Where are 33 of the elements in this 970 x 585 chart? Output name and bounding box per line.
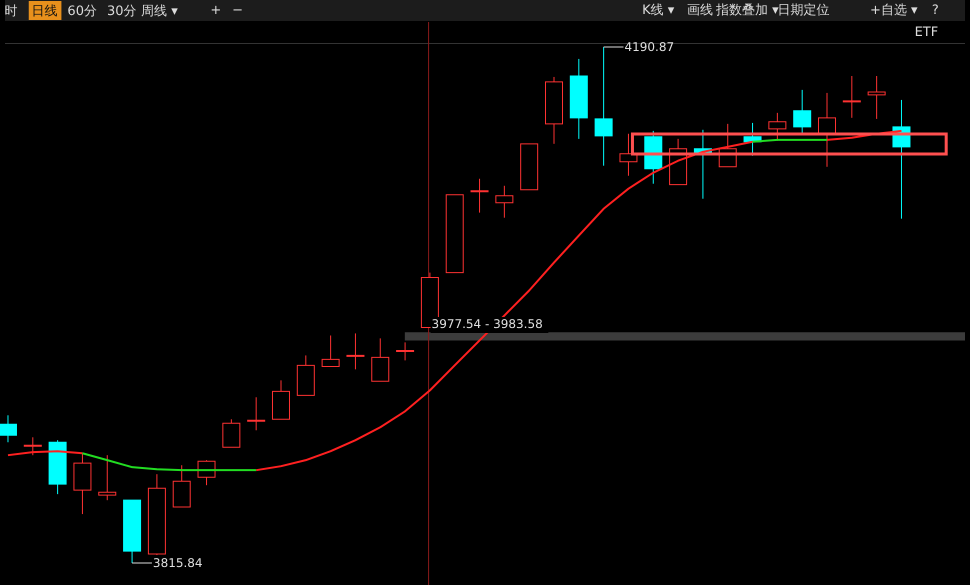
band-label: 3977.54 - 3983.58 <box>432 317 543 332</box>
text: K线 ▾ <box>642 3 675 18</box>
text: + <box>210 3 222 18</box>
candlestick <box>768 112 786 142</box>
text: 指数叠加 ▾ <box>714 3 780 18</box>
candlestick <box>247 396 266 431</box>
candlestick <box>98 454 116 501</box>
text: − <box>232 3 244 18</box>
text: ETF <box>914 25 938 40</box>
text: 时 <box>4 4 18 19</box>
annotation: 3815.84 <box>152 556 203 570</box>
candlestick <box>495 185 514 218</box>
candlestick <box>842 75 861 118</box>
candlestick <box>594 46 613 166</box>
text: 60分 <box>67 4 97 19</box>
candlestick <box>868 75 886 120</box>
candlestick <box>619 133 638 176</box>
text: 画线 <box>686 3 713 18</box>
text: 日期定位 <box>778 3 830 18</box>
text: 周线 ▾ <box>141 4 178 19</box>
candlestick <box>396 342 414 361</box>
candlestick <box>793 89 812 134</box>
candlestick <box>346 332 364 370</box>
text: 30分 <box>107 4 137 19</box>
text: +自选 ▾ <box>870 3 918 18</box>
text: ? <box>932 3 939 18</box>
candlestick <box>322 334 340 367</box>
candlestick <box>0 414 17 443</box>
text: 日线 <box>32 4 58 19</box>
candlestick <box>371 338 390 382</box>
candlestick <box>222 418 240 448</box>
annotation: 4190.87 <box>624 40 674 54</box>
candlestick <box>470 178 489 214</box>
